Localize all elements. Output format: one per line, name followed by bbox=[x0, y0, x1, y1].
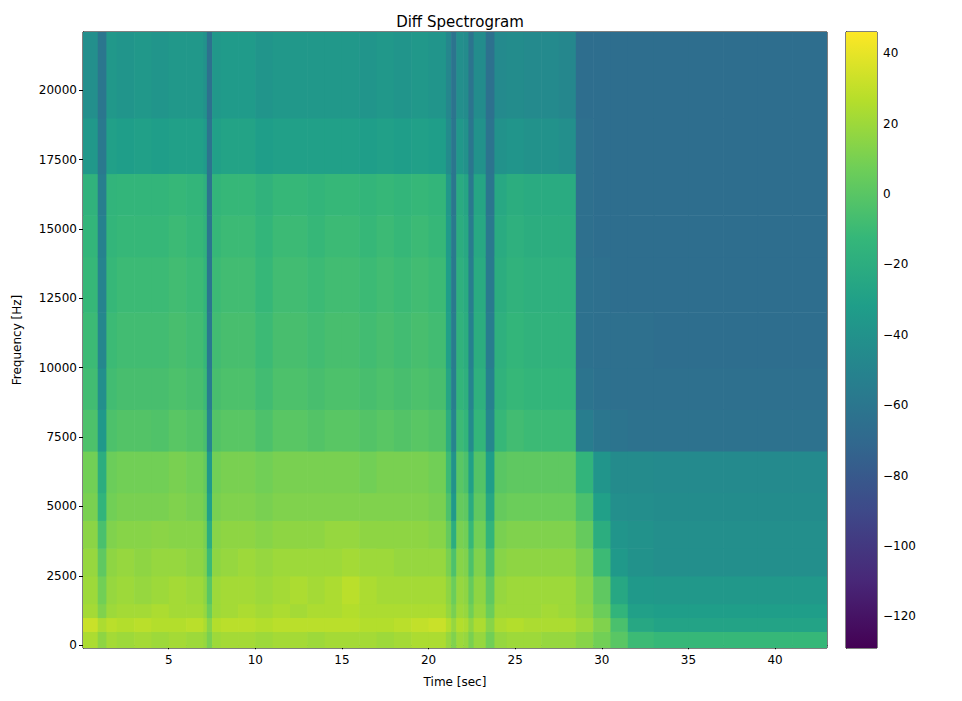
svg-text:−40: −40 bbox=[883, 328, 908, 342]
svg-text:Diff Spectrogram: Diff Spectrogram bbox=[396, 13, 524, 31]
svg-text:40: 40 bbox=[883, 46, 898, 60]
svg-text:2500: 2500 bbox=[46, 569, 77, 583]
svg-text:0: 0 bbox=[883, 187, 891, 201]
svg-text:−80: −80 bbox=[883, 469, 908, 483]
svg-text:−100: −100 bbox=[883, 539, 916, 553]
svg-text:40: 40 bbox=[767, 653, 782, 667]
svg-text:30: 30 bbox=[594, 653, 609, 667]
svg-text:10: 10 bbox=[248, 653, 263, 667]
svg-text:7500: 7500 bbox=[46, 430, 77, 444]
svg-text:15: 15 bbox=[334, 653, 349, 667]
svg-text:5000: 5000 bbox=[46, 499, 77, 513]
svg-text:35: 35 bbox=[681, 653, 696, 667]
svg-text:0: 0 bbox=[69, 638, 77, 652]
svg-text:Time [sec]: Time [sec] bbox=[423, 675, 487, 689]
svg-text:17500: 17500 bbox=[39, 153, 77, 167]
svg-text:−20: −20 bbox=[883, 257, 908, 271]
svg-text:−60: −60 bbox=[883, 398, 908, 412]
svg-text:−120: −120 bbox=[883, 609, 916, 623]
svg-text:20000: 20000 bbox=[39, 83, 77, 97]
svg-text:10000: 10000 bbox=[39, 361, 77, 375]
svg-text:Frequency [Hz]: Frequency [Hz] bbox=[10, 295, 24, 386]
svg-text:12500: 12500 bbox=[39, 291, 77, 305]
svg-text:20: 20 bbox=[421, 653, 436, 667]
svg-text:15000: 15000 bbox=[39, 222, 77, 236]
svg-text:20: 20 bbox=[883, 117, 898, 131]
svg-text:5: 5 bbox=[165, 653, 173, 667]
svg-text:25: 25 bbox=[508, 653, 523, 667]
